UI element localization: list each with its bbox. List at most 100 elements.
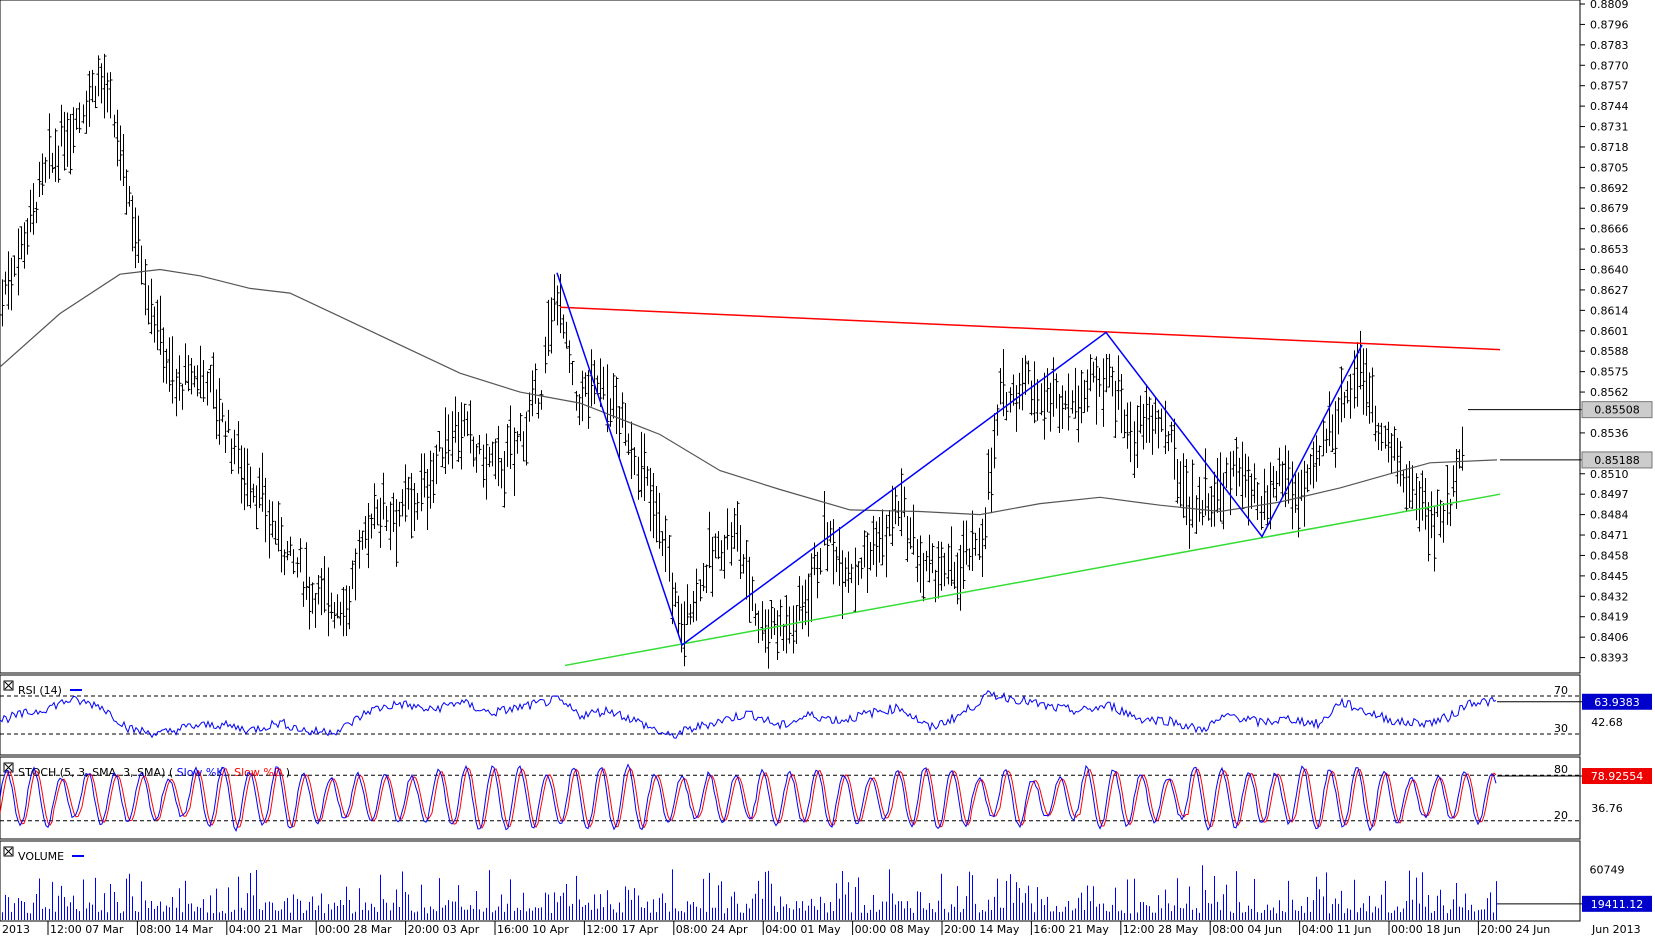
rsi-panel: RSI (14) 70 30 42.68 63.9383	[0, 674, 1652, 756]
time-tick-label: 08:00 24 Apr	[676, 923, 748, 936]
price-tick-label: 0.8562	[1590, 386, 1629, 399]
time-tick-label: 00:00 28 Mar	[318, 923, 392, 936]
stoch-slow-k-line	[0, 763, 1497, 832]
rsi-panel-frame	[0, 674, 1581, 756]
time-tick-label: 20:00 14 May	[944, 923, 1020, 936]
price-tick-label: 0.8627	[1590, 284, 1629, 297]
price-tick-label: 0.8614	[1590, 304, 1629, 317]
price-axis: 0.8809 0.8796 0.8783 0.8770 0.8757 0.8744 0.87…	[1579, 0, 1629, 673]
price-tick-label: 0.8796	[1590, 18, 1629, 31]
price-tick-label: 0.8783	[1590, 39, 1629, 52]
price-tick-label: 0.8445	[1590, 570, 1629, 583]
time-tick-label: 12:00 28 May	[1123, 923, 1199, 936]
stoch-value-label: 78.92554	[1591, 770, 1644, 783]
volume-panel: VOLUME 60749 19411.12	[0, 840, 1652, 922]
price-tick-label: 0.8393	[1590, 652, 1629, 665]
price-tick-label: 0.8588	[1590, 345, 1629, 358]
stoch-level-80-label: 80	[1554, 763, 1568, 776]
stoch-title: STOCH (5, 3, SMA, 3, SMA) ( Slow %K , Sl…	[18, 766, 290, 779]
price-tick-label: 0.8666	[1590, 223, 1629, 236]
time-axis: 2013 12:00 07 Mar 08:00 14 Mar 04:00 21 Mar…	[0, 920, 1641, 936]
last-price-box	[1581, 401, 1653, 419]
rsi-close-icon[interactable]	[3, 680, 14, 691]
price-tick-label: 0.8432	[1590, 590, 1629, 603]
time-tick-label: 08:00 14 Mar	[139, 923, 213, 936]
moving-average-badge: 0.85188	[1581, 451, 1653, 469]
moving-average-label: 0.85188	[1594, 454, 1640, 467]
price-tick-label: 0.8471	[1590, 529, 1629, 542]
time-tick-label: 04:00 01 May	[765, 923, 841, 936]
volume-bars	[2, 865, 1497, 920]
volume-value-label: 19411.12	[1591, 898, 1644, 911]
rsi-level-70-label: 70	[1554, 684, 1568, 697]
time-tick-label: 12:00 07 Mar	[50, 923, 124, 936]
stoch-slow-d-line	[0, 767, 1497, 829]
rsi-line	[0, 689, 1497, 739]
rsi-value-label: 63.9383	[1594, 696, 1640, 709]
price-tick-label: 0.8718	[1590, 141, 1629, 154]
last-price-badge: 0.85508	[1581, 401, 1653, 419]
price-tick-label: 0.8601	[1590, 325, 1629, 338]
price-tick-label: 0.8757	[1590, 80, 1629, 93]
stoch-legend-k: Slow %K	[177, 766, 225, 779]
price-tick-label: 0.8692	[1590, 182, 1629, 195]
time-tick-label: 20:00 03 Apr	[408, 923, 480, 936]
last-price-label: 0.85508	[1594, 404, 1640, 417]
stoch-title-sep: ,	[227, 766, 234, 779]
rsi-value-box	[1582, 693, 1652, 710]
price-tick-label: 0.8705	[1590, 161, 1629, 174]
resistance-trendline	[559, 306, 1501, 351]
price-tick-label: 0.8536	[1590, 427, 1629, 440]
stoch-legend-d: Slow %D	[234, 766, 282, 779]
time-tick-label: 04:00 21 Mar	[229, 923, 303, 936]
time-tick-label: 2013	[2, 923, 30, 936]
price-tick-label: 0.8510	[1590, 468, 1629, 481]
price-bars	[0, 53, 1465, 669]
stoch-value-box	[1582, 768, 1652, 785]
time-tick-label: Jun 2013	[1591, 923, 1641, 936]
stoch-mid-label: 36.76	[1591, 802, 1623, 815]
stoch-panel-frame	[0, 756, 1581, 840]
moving-average-box	[1581, 451, 1653, 469]
stoch-panel: STOCH (5, 3, SMA, 3, SMA) ( Slow %K , Sl…	[0, 756, 1652, 840]
price-tick-label: 0.8653	[1590, 243, 1629, 256]
price-tick-label: 0.8640	[1590, 264, 1629, 277]
stoch-title-open: (	[169, 766, 173, 779]
moving-average-line	[0, 268, 1498, 516]
volume-value-box	[1582, 895, 1652, 912]
price-tick-label: 0.8575	[1590, 366, 1629, 379]
time-tick-label: 12:00 17 Apr	[586, 923, 658, 936]
price-tick-label: 0.8484	[1590, 509, 1629, 522]
price-panel-frame	[0, 0, 1581, 674]
price-panel: 0.8809 0.8796 0.8783 0.8770 0.8757 0.8744 0.87…	[0, 0, 1653, 674]
rsi-mid-label: 42.68	[1591, 716, 1623, 729]
price-tick-label: 0.8458	[1590, 549, 1629, 562]
support-trendline	[564, 493, 1501, 667]
volume-close-icon[interactable]	[3, 846, 14, 857]
price-tick-label: 0.8419	[1590, 611, 1629, 624]
time-tick-label: 08:00 04 Jun	[1212, 923, 1282, 936]
time-tick-label: 00:00 18 Jun	[1391, 923, 1461, 936]
stoch-title-close: )	[286, 766, 290, 779]
price-tick-label: 0.8770	[1590, 59, 1629, 72]
stoch-level-20-label: 20	[1554, 809, 1568, 822]
volume-title: VOLUME	[18, 850, 64, 863]
time-tick-label: 20:00 24 Jun	[1480, 923, 1550, 936]
price-tick-label: 0.8497	[1590, 488, 1629, 501]
time-tick-label: 16:00 21 May	[1033, 923, 1109, 936]
rsi-level-30-label: 30	[1554, 722, 1568, 735]
price-tick-label: 0.8406	[1590, 631, 1629, 644]
zigzag-pattern-line	[556, 272, 1363, 647]
price-tick-label: 0.8731	[1590, 121, 1629, 134]
time-tick-label: 00:00 08 May	[855, 923, 931, 936]
price-tick-label: 0.8679	[1590, 202, 1629, 215]
price-tick-label: 0.8809	[1590, 0, 1629, 11]
price-tick-label: 0.8744	[1590, 100, 1629, 113]
rsi-title: RSI (14)	[18, 684, 62, 697]
volume-max-label: 60749	[1590, 863, 1625, 876]
time-axis-labels: 2013 12:00 07 Mar 08:00 14 Mar 04:00 21 Mar…	[2, 921, 1641, 936]
time-tick-label: 16:00 10 Apr	[497, 923, 569, 936]
stoch-title-label: STOCH (5, 3, SMA, 3, SMA)	[18, 766, 165, 779]
time-tick-label: 04:00 11 Jun	[1302, 923, 1372, 936]
